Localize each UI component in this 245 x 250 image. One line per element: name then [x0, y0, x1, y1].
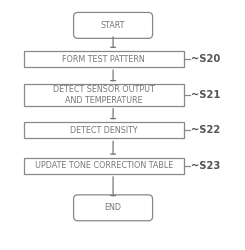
Text: ~S22: ~S22	[191, 125, 220, 135]
Text: UPDATE TONE CORRECTION TABLE: UPDATE TONE CORRECTION TABLE	[35, 161, 173, 170]
FancyBboxPatch shape	[24, 84, 184, 106]
Text: FORM TEST PATTERN: FORM TEST PATTERN	[62, 54, 145, 64]
FancyBboxPatch shape	[24, 122, 184, 138]
Text: ~S23: ~S23	[191, 161, 220, 171]
FancyBboxPatch shape	[24, 51, 184, 67]
Text: START: START	[101, 21, 125, 30]
Text: END: END	[105, 203, 122, 212]
FancyBboxPatch shape	[24, 158, 184, 174]
FancyBboxPatch shape	[74, 195, 153, 221]
Text: DETECT SENSOR OUTPUT
AND TEMPERATURE: DETECT SENSOR OUTPUT AND TEMPERATURE	[53, 85, 155, 105]
Text: ~S20: ~S20	[191, 54, 220, 64]
Text: DETECT DENSITY: DETECT DENSITY	[70, 126, 137, 135]
Text: ~S21: ~S21	[191, 90, 220, 100]
FancyBboxPatch shape	[74, 12, 153, 38]
